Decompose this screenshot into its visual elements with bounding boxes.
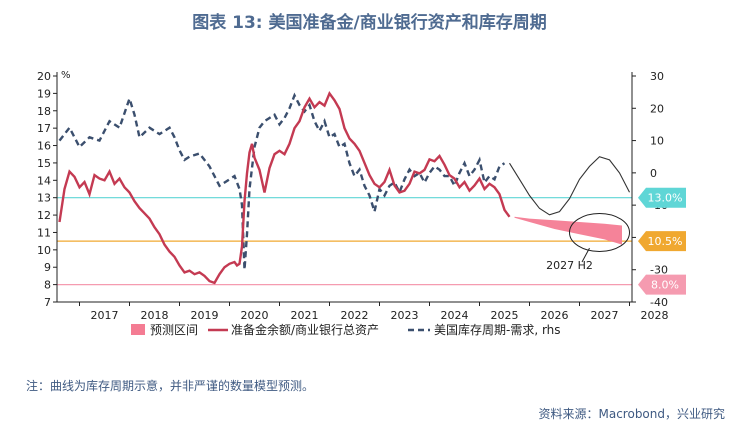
left-tick-label: 8 [44, 279, 51, 292]
reference-badge [638, 187, 686, 208]
left-tick-label: 9 [44, 261, 51, 274]
chart-title: 图表 13: 美国准备金/商业银行资产和库存周期 [192, 13, 547, 33]
series-inventory-cycle [58, 92, 506, 270]
right-tick-label: 20 [650, 102, 664, 115]
right-tick-label: -40 [650, 296, 668, 309]
series-reserve-ratio [58, 90, 511, 285]
chart-note: 注：曲线为库存周期示意，并非严谨的数量模型预测。 [26, 379, 315, 393]
x-tick-label: 2018 [141, 309, 169, 322]
legend-label-band: 预测区间 [150, 323, 198, 337]
series-cycle-sketch [509, 156, 630, 216]
annotation-label: 2027 H2 [546, 259, 593, 272]
annotation-ellipse [569, 212, 630, 252]
legend-swatch-band [131, 324, 145, 335]
left-tick-label: 18 [37, 105, 51, 118]
reference-badge [638, 274, 686, 295]
right-tick-label: -30 [650, 264, 668, 277]
x-tick-label: 2022 [341, 309, 369, 322]
forecast-band [514, 216, 622, 245]
x-tick-label: 2020 [241, 309, 269, 322]
reference-badge [638, 231, 686, 252]
reference-badge-label: 10.5% [648, 235, 683, 248]
x-tick-label: 2023 [391, 309, 419, 322]
x-tick-label: 2024 [441, 309, 469, 322]
left-tick-label: 10 [37, 244, 51, 257]
left-tick-label: 7 [44, 296, 51, 309]
reference-badge-label: 13.0% [648, 192, 683, 205]
x-tick-label: 2019 [191, 309, 219, 322]
left-tick-label: 20 [37, 70, 51, 83]
right-tick-label: 30 [650, 70, 664, 83]
left-tick-label: 19 [37, 87, 51, 100]
x-tick-label: 2025 [491, 309, 519, 322]
left-tick-label: 16 [37, 140, 51, 153]
annotation-leader [581, 247, 590, 263]
right-tick-label: 0 [650, 167, 657, 180]
left-tick-label: 12 [37, 209, 51, 222]
left-tick-label: 17 [37, 122, 51, 135]
x-tick-label: 2028 [641, 309, 669, 322]
chart-source: 资料来源：Macrobond，兴业研究 [538, 407, 726, 421]
x-tick-label: 2027 [591, 309, 619, 322]
left-tick-label: 14 [37, 174, 51, 187]
right-tick-label: 10 [650, 135, 664, 148]
left-tick-label: 13 [37, 192, 51, 205]
reference-badge-label: 8.0% [651, 279, 679, 292]
left-tick-label: 11 [37, 226, 51, 239]
legend-label-reserve: 准备金余额/商业银行总资产 [231, 322, 379, 337]
left-axis-unit: % [61, 70, 71, 81]
x-tick-label: 2021 [291, 309, 319, 322]
x-tick-label: 2026 [541, 309, 569, 322]
left-tick-label: 15 [37, 157, 51, 170]
legend-label-inventory: 美国库存周期-需求, rhs [434, 322, 561, 337]
x-tick-label: 2017 [91, 309, 119, 322]
